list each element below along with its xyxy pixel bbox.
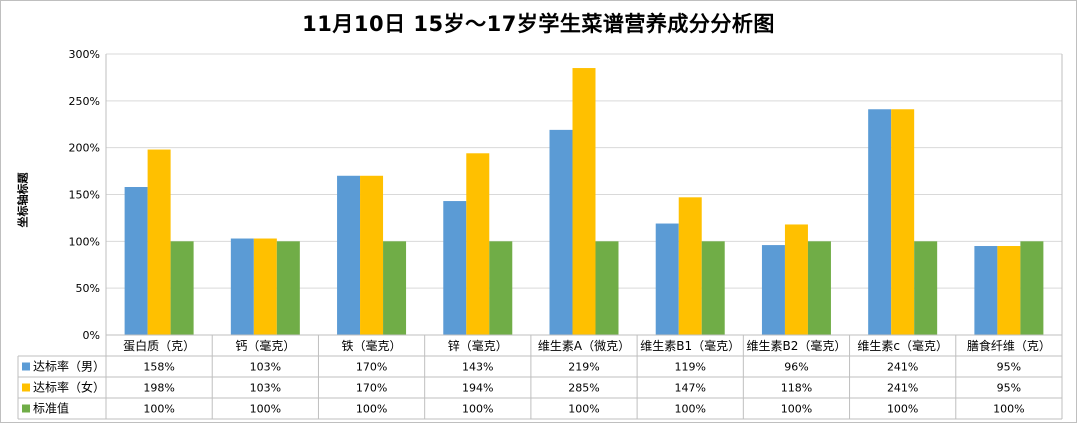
- bar: [997, 246, 1021, 335]
- bar: [253, 238, 277, 335]
- bar: [489, 241, 513, 335]
- data-label: 100%: [568, 403, 599, 416]
- bar: [383, 241, 407, 335]
- data-label: 100%: [356, 403, 387, 416]
- bar: [572, 68, 596, 336]
- data-label: 241%: [887, 361, 918, 374]
- bar: [147, 149, 171, 335]
- y-tick-label: 100%: [69, 235, 100, 248]
- y-tick-label: 50%: [76, 282, 100, 295]
- category-label: 锌（毫克）: [448, 338, 508, 353]
- bar: [974, 246, 998, 335]
- legend-key: [22, 383, 30, 392]
- category-label: 钙（毫克）: [235, 338, 295, 353]
- y-tick-label: 250%: [69, 95, 100, 108]
- bar: [655, 223, 679, 335]
- data-label: 285%: [568, 382, 599, 395]
- bar: [807, 241, 831, 335]
- category-label: 维生素B1（毫克）: [640, 338, 740, 353]
- chart-title: 11月10日 15岁～17岁学生菜谱营养成分分析图: [302, 12, 775, 36]
- legend-label: 达标率（女）: [33, 380, 105, 395]
- y-tick-label: 300%: [69, 48, 100, 61]
- bar: [466, 153, 490, 335]
- data-label: 241%: [887, 382, 918, 395]
- bar: [230, 238, 254, 335]
- y-tick-label: 150%: [69, 189, 100, 202]
- data-label: 103%: [250, 361, 281, 374]
- data-label: 170%: [356, 382, 387, 395]
- data-label: 100%: [250, 403, 281, 416]
- bar: [1020, 241, 1044, 335]
- category-label: 维生素B2（毫克）: [747, 338, 847, 353]
- legend-key: [22, 404, 30, 413]
- data-label: 100%: [993, 403, 1024, 416]
- data-label: 100%: [143, 403, 174, 416]
- category-label: 铁（毫克）: [342, 338, 402, 353]
- bar: [443, 201, 467, 335]
- bar: [276, 241, 300, 335]
- y-tick-label: 200%: [69, 142, 100, 155]
- category-label: 蛋白质（克）: [123, 338, 195, 353]
- legend-label: 达标率（男）: [33, 359, 105, 374]
- data-label: 194%: [462, 382, 493, 395]
- data-label: 96%: [784, 361, 808, 374]
- data-label: 103%: [250, 382, 281, 395]
- legend-label: 标准值: [33, 401, 69, 416]
- legend-key: [22, 362, 30, 371]
- bar: [678, 197, 702, 335]
- bar: [761, 245, 785, 335]
- bar: [124, 187, 148, 335]
- y-tick-label: 0%: [83, 329, 100, 342]
- data-label: 143%: [462, 361, 493, 374]
- data-label: 100%: [674, 403, 705, 416]
- data-label: 100%: [781, 403, 812, 416]
- category-label: 维生素c（毫克）: [857, 338, 948, 353]
- data-label: 170%: [356, 361, 387, 374]
- bar: [337, 175, 361, 335]
- data-label: 95%: [997, 361, 1021, 374]
- bar: [701, 241, 725, 335]
- data-label: 100%: [887, 403, 918, 416]
- data-label: 95%: [997, 382, 1021, 395]
- bar: [170, 241, 194, 335]
- bar: [549, 129, 573, 335]
- bar: [595, 241, 619, 335]
- bar: [784, 224, 808, 335]
- category-label: 维生素A（微克）: [538, 339, 630, 353]
- data-label: 158%: [143, 361, 174, 374]
- bar: [360, 175, 384, 335]
- data-label: 219%: [568, 361, 599, 374]
- bar: [891, 109, 915, 335]
- data-label: 119%: [674, 361, 705, 374]
- data-label: 100%: [462, 403, 493, 416]
- bar: [868, 109, 892, 335]
- bar: [914, 241, 938, 335]
- data-label: 198%: [143, 382, 174, 395]
- category-label: 膳食纤维（克）: [967, 338, 1051, 353]
- data-label: 118%: [781, 382, 812, 395]
- data-label: 147%: [674, 382, 705, 395]
